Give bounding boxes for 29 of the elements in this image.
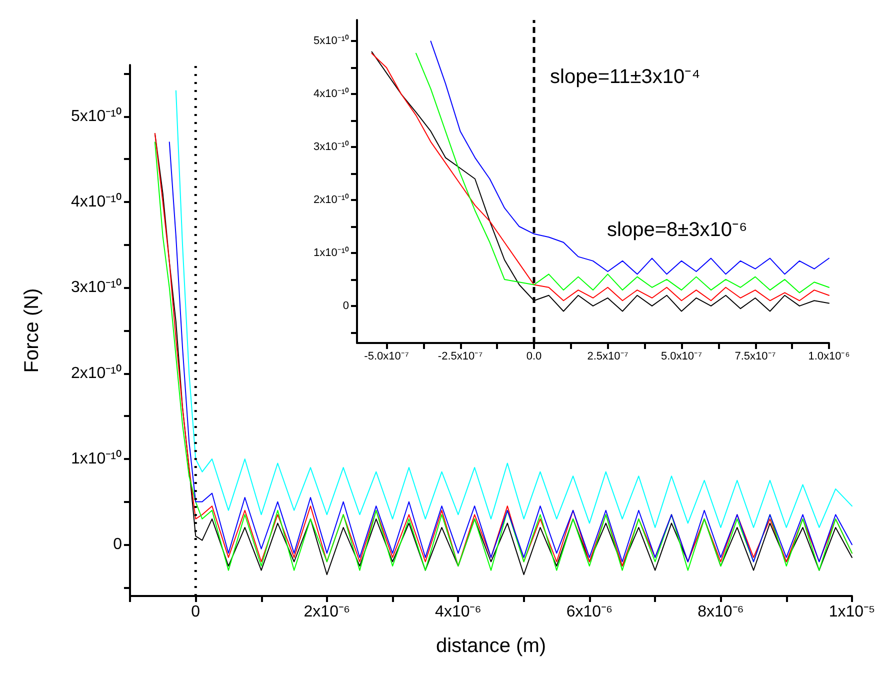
x-tick-label: -2.5x10⁻⁷: [438, 350, 483, 362]
y-tick-label: 3x10⁻¹⁰: [313, 140, 349, 154]
y-tick-label: 2x10⁻¹⁰: [70, 364, 122, 382]
y-tick-label: 2x10⁻¹⁰: [313, 193, 349, 206]
y-tick-label: 3x10⁻¹⁰: [70, 278, 122, 296]
x-tick-label: 8x10⁻⁶: [698, 604, 744, 620]
x-tick-label: 2x10⁻⁶: [304, 604, 350, 620]
x-tick-label: -5.0x10⁻⁷: [364, 350, 409, 362]
x-tick-label: 2.5x10⁻⁷: [587, 350, 628, 362]
x-tick-label: 6x10⁻⁶: [566, 604, 613, 620]
y-tick-label: 4x10⁻¹⁰: [70, 192, 122, 211]
x-tick-label: 0.0: [526, 350, 542, 362]
annotation: slope=8±3x10⁻⁶: [607, 219, 748, 241]
x-tick-label: 1x10⁻⁵: [828, 604, 876, 620]
y-tick-label: 5x10⁻¹⁰: [313, 34, 349, 48]
x-tick-label: 7.5x10⁻⁷: [734, 350, 776, 362]
y-tick-label: 0: [113, 536, 122, 554]
y-tick-label: 0: [342, 300, 349, 312]
y-axis-title: Force (N): [21, 288, 43, 373]
annotation: slope=11±3x10⁻⁴: [550, 66, 700, 88]
y-tick-label: 5x10⁻¹⁰: [70, 106, 122, 125]
y-tick-label: 1x10⁻¹⁰: [70, 449, 122, 468]
x-tick-label: 4x10⁻⁶: [435, 604, 482, 620]
x-tick-label: 0: [191, 604, 200, 620]
y-tick-label: 1x10⁻¹⁰: [313, 246, 349, 259]
x-tick-label: 5.0x10⁻⁷: [660, 350, 702, 362]
x-tick-label: 1.0x10⁻⁶: [808, 350, 850, 362]
x-axis-title: distance (m): [436, 635, 546, 657]
y-tick-label: 4x10⁻¹⁰: [313, 87, 349, 100]
